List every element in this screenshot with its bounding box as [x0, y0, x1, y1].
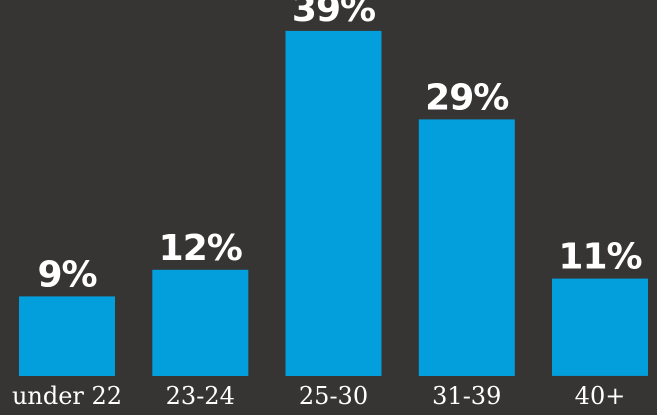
value-label-0: 9% [37, 254, 96, 295]
category-labels-group: under 22 23-24 25-30 31-39 40+ [12, 382, 625, 410]
bar-1 [152, 269, 249, 376]
bar-0 [19, 296, 115, 376]
value-label-4: 11% [558, 237, 641, 278]
bars-group [19, 30, 648, 377]
category-label-0: under 22 [12, 382, 122, 410]
value-label-2: 39% [292, 0, 375, 30]
bar-3 [418, 119, 515, 377]
category-label-2: 25-30 [299, 382, 368, 410]
category-label-1: 23-24 [166, 382, 235, 410]
bar-4 [552, 278, 648, 376]
value-label-3: 29% [425, 77, 508, 118]
category-label-3: 31-39 [432, 382, 501, 410]
value-labels-group: 9% 12% 39% 29% 11% [37, 0, 642, 295]
category-label-4: 40+ [575, 382, 626, 410]
value-label-1: 12% [159, 228, 242, 269]
bar-2 [285, 30, 382, 377]
